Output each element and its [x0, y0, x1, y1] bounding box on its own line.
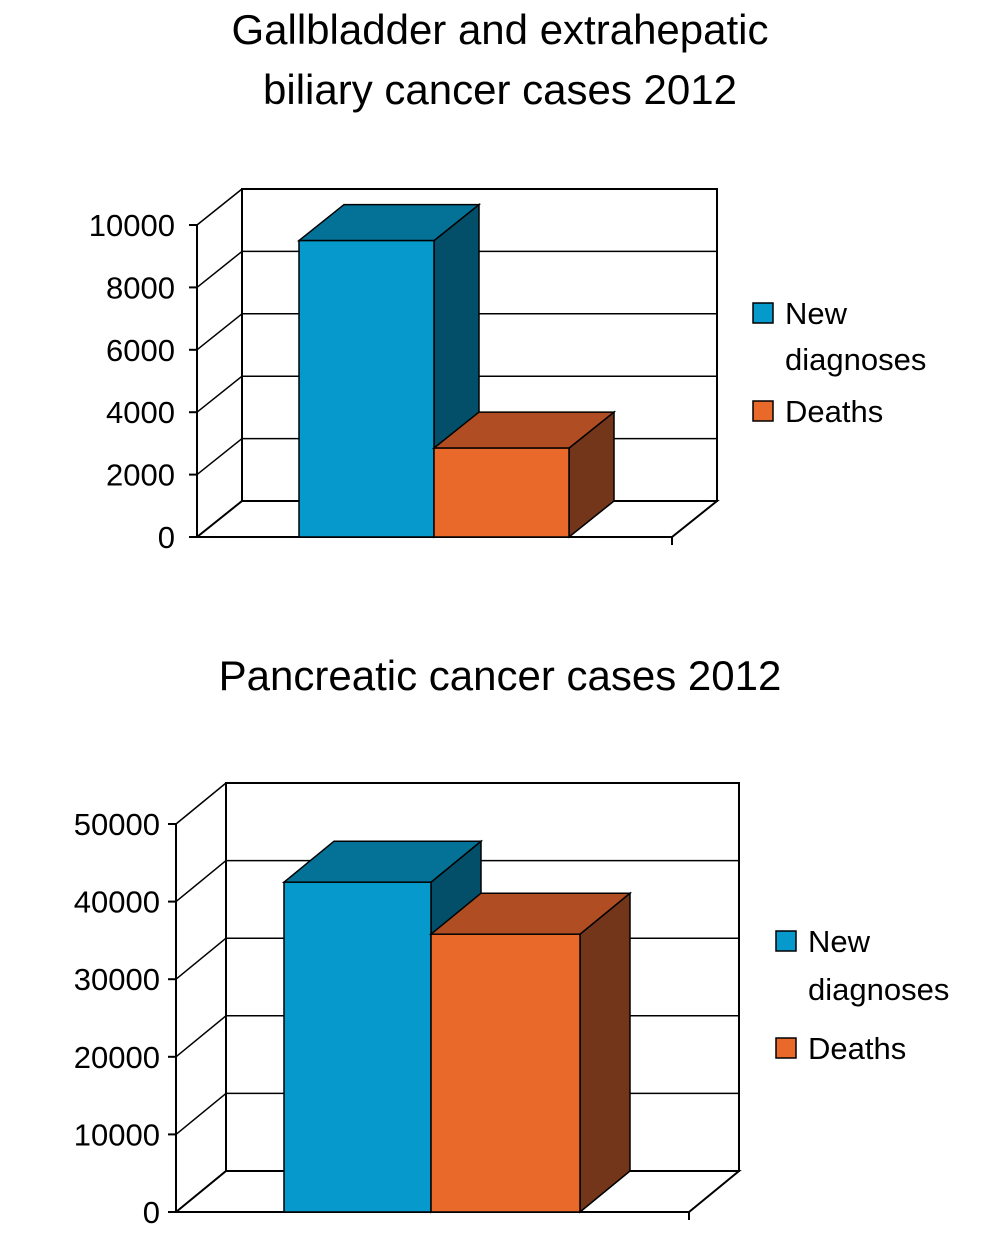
legend-label: Deaths: [785, 394, 883, 429]
bar-front: [298, 239, 435, 538]
legend-label: diagnoses: [808, 972, 949, 1007]
gridline-side: [175, 860, 227, 903]
bar-front: [430, 933, 581, 1213]
gridline-side: [175, 1092, 227, 1135]
legend-label: New: [785, 296, 848, 331]
y-tick-label: 0: [158, 520, 175, 555]
chart-title-line: Gallbladder and extrahepatic: [231, 6, 768, 53]
gridline-side: [175, 937, 227, 980]
y-tick-label: 8000: [106, 270, 175, 305]
bar-front: [283, 881, 432, 1213]
y-tick-label: 40000: [74, 885, 160, 920]
legend-item: New diagnoses: [752, 296, 926, 377]
bar-deaths: [428, 891, 633, 1214]
gridline-side: [196, 313, 243, 351]
legend-label: New: [808, 924, 871, 959]
bar-front: [433, 447, 570, 538]
gridline-side: [196, 375, 243, 413]
bar-side: [579, 891, 631, 1214]
gridline-side: [175, 782, 227, 825]
y-tick-label: 30000: [74, 962, 160, 997]
gridline-side: [196, 438, 243, 476]
gridline-side: [196, 500, 243, 538]
gridline-side: [175, 1170, 227, 1213]
bar-deaths: [431, 410, 617, 539]
y-tick-label: 6000: [106, 333, 175, 368]
y-tick-label: 50000: [74, 807, 160, 842]
chart-gallbladder: Gallbladder and extrahepatic biliary canc…: [89, 6, 927, 555]
legend-swatch: [752, 302, 774, 324]
legend-item: Deaths: [752, 394, 883, 429]
legend-label: Deaths: [808, 1031, 906, 1066]
legend-label: diagnoses: [785, 342, 926, 377]
gridline-side: [196, 188, 243, 226]
y-tick-label: 0: [143, 1195, 160, 1230]
y-tick-label: 20000: [74, 1040, 160, 1075]
chart-pancreatic: Pancreatic cancer cases 2012 0 10000 20000 3…: [74, 652, 950, 1230]
y-tick-label: 4000: [106, 395, 175, 430]
legend-item: Deaths: [775, 1031, 906, 1066]
gridline-side: [196, 250, 243, 288]
y-tick-label: 10000: [89, 208, 175, 243]
chart-title-line: biliary cancer cases 2012: [263, 66, 737, 113]
chart-title-line: Pancreatic cancer cases 2012: [219, 652, 782, 699]
y-tick-label: 10000: [74, 1117, 160, 1152]
legend-swatch: [775, 1037, 797, 1059]
legend-swatch: [775, 930, 797, 952]
gridline-side: [175, 1015, 227, 1058]
legend-item: New diagnoses: [775, 924, 949, 1007]
legend-swatch: [752, 400, 774, 422]
y-tick-label: 2000: [106, 458, 175, 493]
